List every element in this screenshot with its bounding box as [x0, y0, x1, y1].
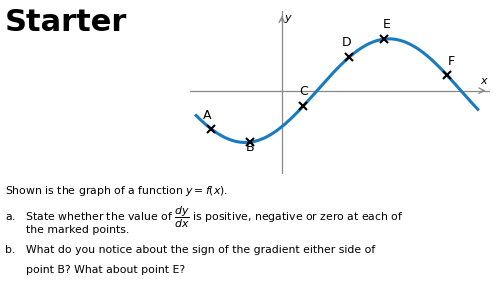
Text: point B? What about point E?: point B? What about point E?: [5, 265, 185, 275]
Text: B: B: [246, 141, 254, 154]
Text: a.   State whether the value of $\dfrac{dy}{dx}$ is positive, negative or zero a: a. State whether the value of $\dfrac{dy…: [5, 204, 404, 230]
Text: Shown is the graph of a function $y = f(x)$.: Shown is the graph of a function $y = f(…: [5, 184, 228, 198]
Text: F: F: [448, 55, 454, 68]
Text: C: C: [299, 85, 308, 98]
Text: Starter: Starter: [5, 8, 128, 37]
Text: b.   What do you notice about the sign of the gradient either side of: b. What do you notice about the sign of …: [5, 245, 375, 255]
Text: the marked points.: the marked points.: [5, 225, 129, 235]
Text: D: D: [342, 36, 351, 49]
Text: $x$: $x$: [480, 76, 490, 86]
Text: E: E: [383, 18, 391, 31]
Text: $y$: $y$: [284, 13, 294, 25]
Text: A: A: [202, 109, 211, 123]
